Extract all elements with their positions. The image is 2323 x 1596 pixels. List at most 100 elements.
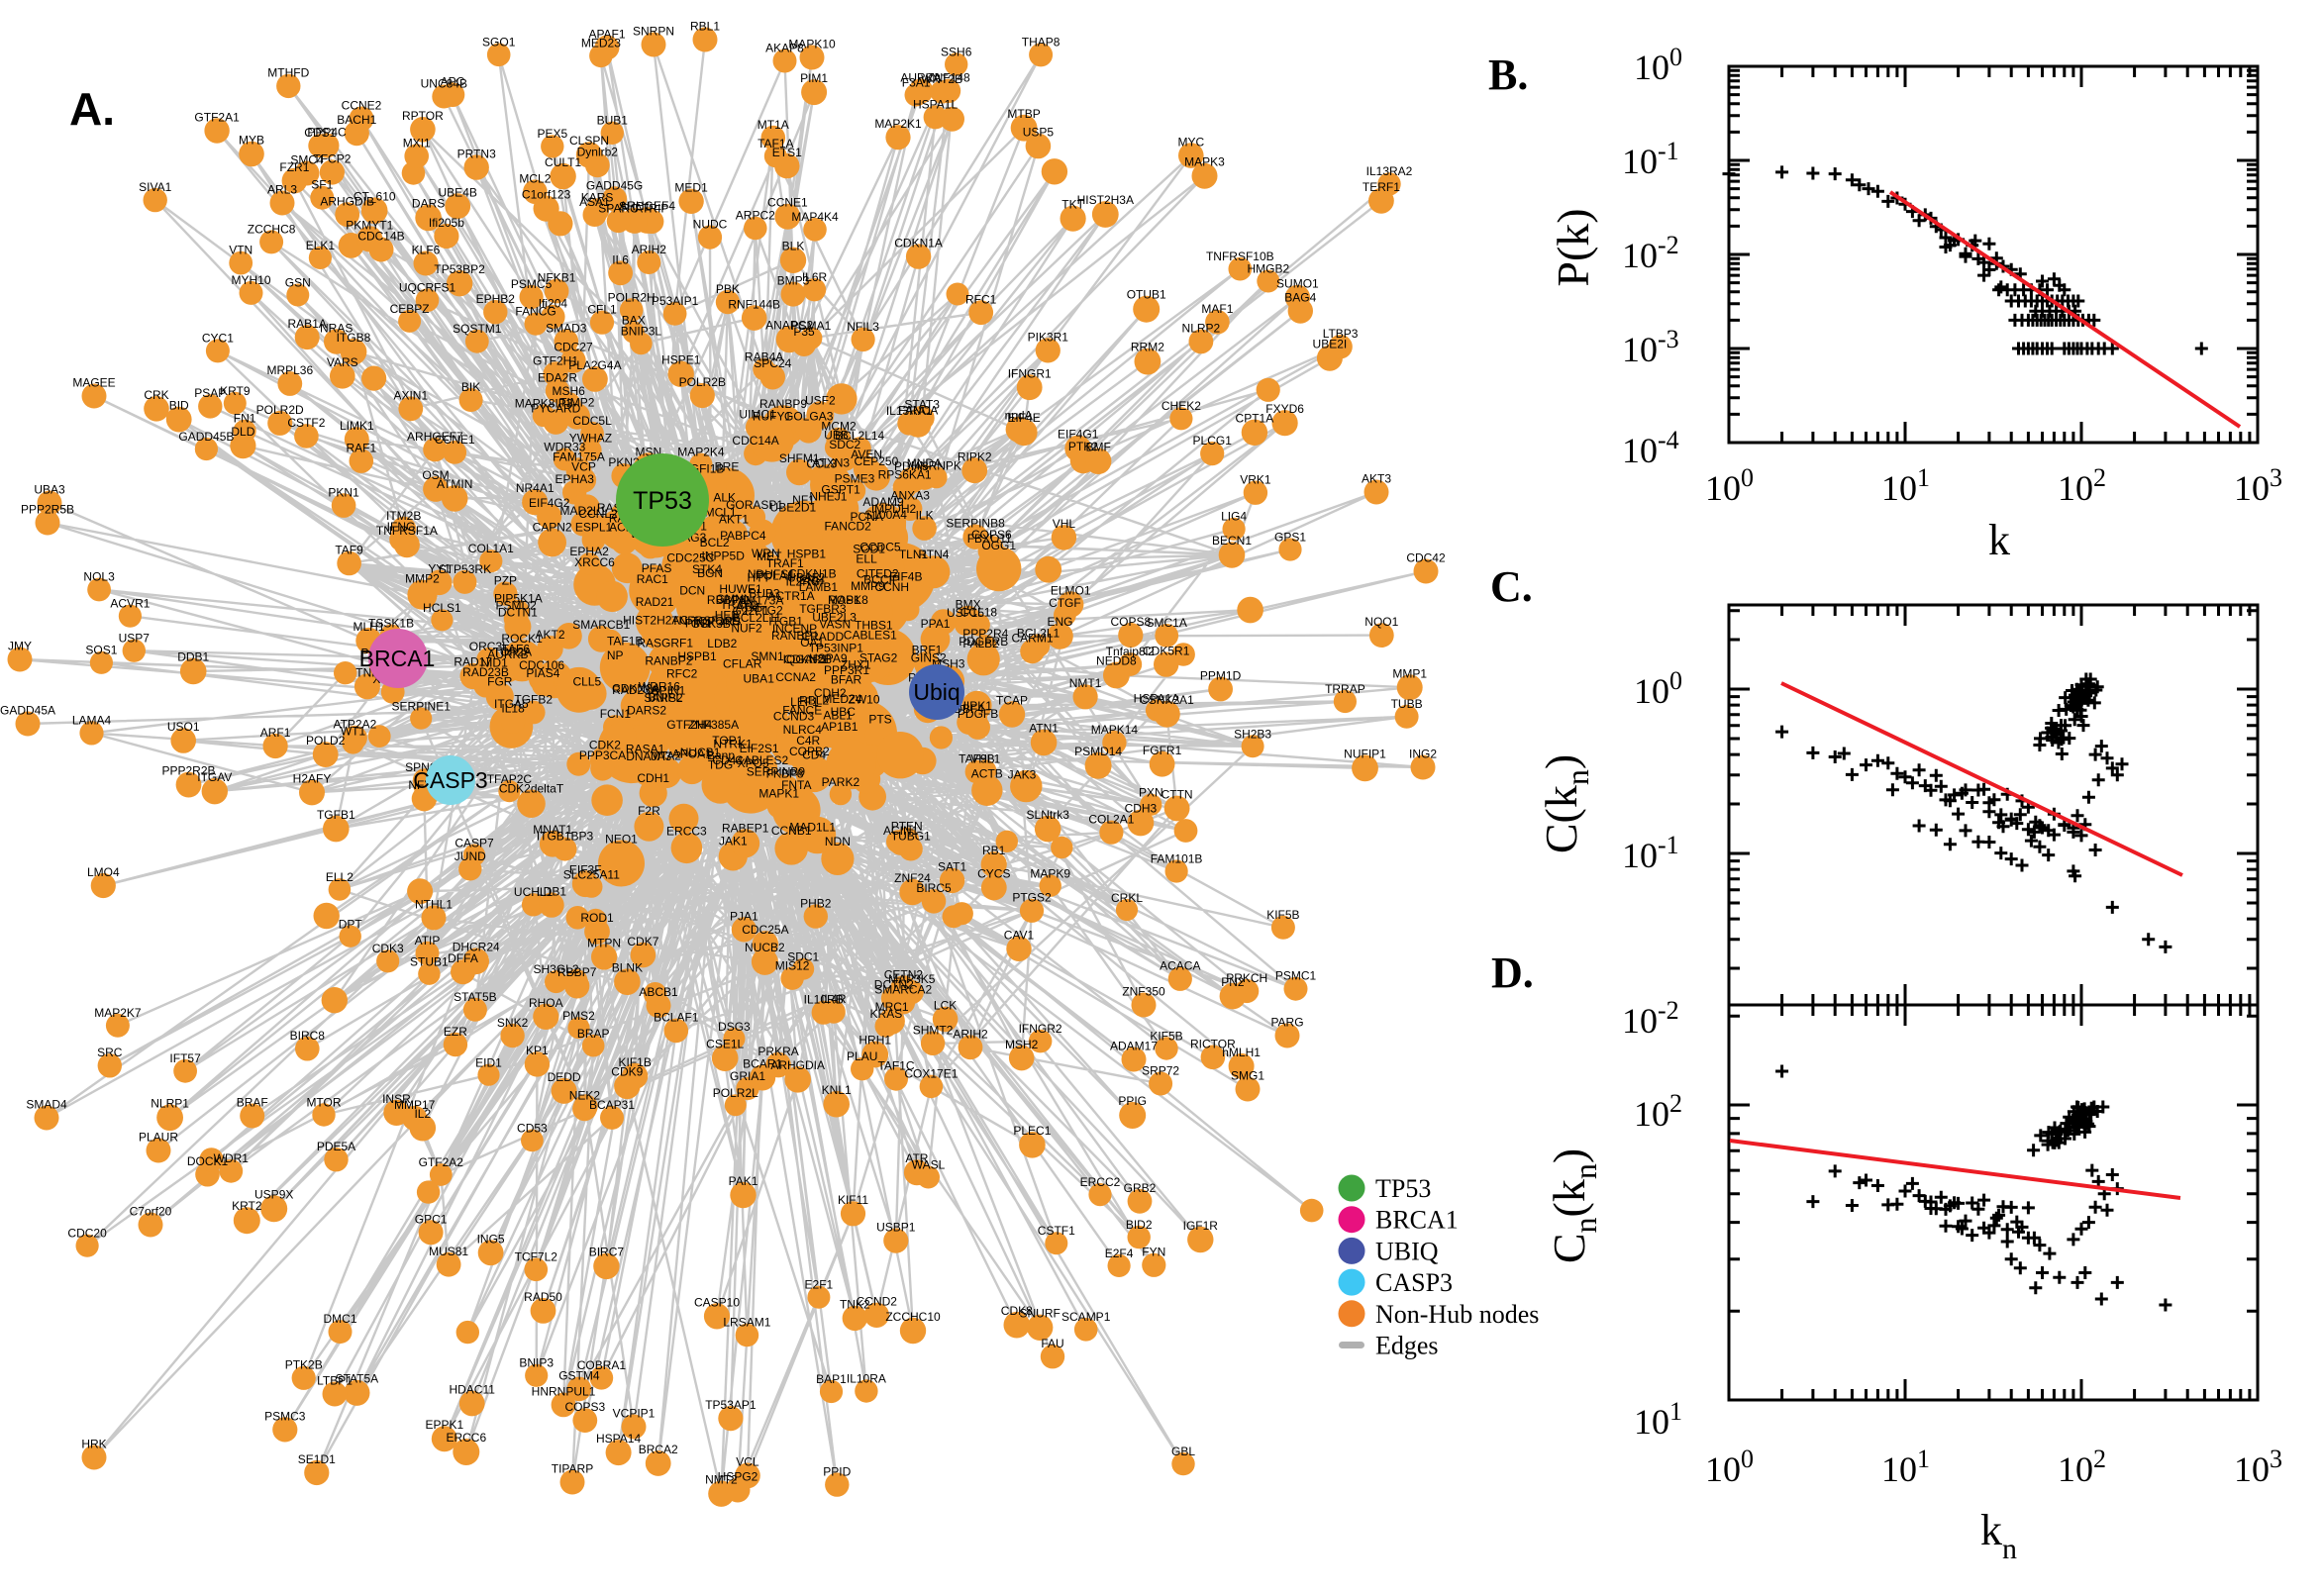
svg-text:HRK: HRK	[81, 1438, 106, 1451]
svg-text:PXN: PXN	[1139, 786, 1163, 800]
svg-text:ELMO1: ELMO1	[1051, 583, 1091, 597]
svg-text:NRAS: NRAS	[320, 321, 353, 335]
svg-text:ARHGDIA: ARHGDIA	[770, 1058, 825, 1072]
svg-text:PDGFB: PDGFB	[958, 707, 998, 721]
svg-text:NEK2: NEK2	[569, 1089, 601, 1103]
svg-text:UBE2I: UBE2I	[1313, 338, 1348, 351]
svg-text:ORC3L: ORC3L	[469, 640, 509, 653]
svg-text:APAF1: APAF1	[588, 28, 625, 42]
svg-text:APOA1: APOA1	[672, 748, 712, 761]
svg-text:BRF1: BRF1	[912, 644, 943, 657]
svg-text:PSMA1: PSMA1	[791, 319, 832, 333]
svg-text:IL4R: IL4R	[821, 992, 847, 1006]
svg-text:BECN1: BECN1	[1212, 534, 1252, 548]
svg-text:MYH10: MYH10	[231, 273, 270, 287]
svg-text:JUND: JUND	[454, 849, 486, 863]
svg-text:TDG: TDG	[708, 758, 733, 772]
svg-text:RASGRF1: RASGRF1	[637, 637, 693, 650]
svg-text:ZW10: ZW10	[848, 693, 879, 707]
svg-text:STP53RK: STP53RK	[439, 562, 491, 576]
svg-text:JMY: JMY	[8, 640, 32, 653]
svg-text:ARHGEF4: ARHGEF4	[619, 199, 675, 213]
svg-text:SPC24: SPC24	[754, 356, 791, 370]
svg-text:NHEJ1: NHEJ1	[809, 490, 847, 504]
svg-text:ELL: ELL	[856, 551, 877, 565]
svg-text:Dynlrb2: Dynlrb2	[577, 145, 619, 158]
svg-text:RFC1: RFC1	[965, 292, 997, 306]
svg-text:HNRNPUL1: HNRNPUL1	[532, 1385, 596, 1399]
svg-text:ITGAV: ITGAV	[197, 770, 232, 784]
svg-text:PSMD14: PSMD14	[1074, 745, 1122, 758]
svg-text:COPS3: COPS3	[564, 1400, 605, 1414]
svg-text:MCL1: MCL1	[705, 505, 737, 519]
svg-text:ENG: ENG	[1047, 615, 1072, 629]
svg-text:NTRK1: NTRK1	[713, 738, 753, 751]
svg-text:PHB2: PHB2	[800, 896, 832, 910]
svg-text:CASP7: CASP7	[454, 837, 494, 850]
svg-text:FGR: FGR	[487, 674, 513, 688]
svg-text:COPS6: COPS6	[971, 528, 1012, 542]
svg-text:PIP5K1A: PIP5K1A	[494, 592, 543, 606]
svg-text:UBA3: UBA3	[34, 483, 65, 497]
svg-text:CASP3: CASP3	[413, 767, 487, 793]
svg-text:MAD2L1: MAD2L1	[560, 504, 607, 518]
svg-text:C.: C.	[1490, 562, 1533, 611]
svg-text:TKT: TKT	[1061, 198, 1084, 212]
svg-text:CYC1: CYC1	[202, 331, 234, 345]
svg-text:COBRA1: COBRA1	[577, 1358, 627, 1372]
svg-text:ROD1: ROD1	[580, 911, 614, 925]
svg-text:PPP2R4: PPP2R4	[962, 627, 1008, 641]
svg-text:TAF9: TAF9	[335, 544, 363, 557]
svg-text:ROCK1: ROCK1	[501, 632, 543, 646]
svg-text:CEBPZ: CEBPZ	[390, 302, 430, 316]
svg-text:RAD23A: RAD23A	[612, 683, 658, 697]
svg-text:BIRC8: BIRC8	[290, 1029, 326, 1043]
svg-text:DBF4: DBF4	[954, 702, 984, 716]
svg-text:MMP1: MMP1	[1392, 666, 1427, 680]
svg-text:PSMC5: PSMC5	[511, 277, 553, 291]
svg-text:CD44: CD44	[712, 753, 743, 767]
svg-text:ERH: ERH	[799, 573, 824, 587]
svg-text:GMNN: GMNN	[716, 592, 753, 606]
svg-text:GADD45A: GADD45A	[0, 704, 55, 718]
svg-text:TFCP2: TFCP2	[313, 151, 351, 165]
svg-text:CRK: CRK	[144, 388, 168, 402]
svg-text:MTBP: MTBP	[1007, 107, 1040, 121]
svg-text:USF2: USF2	[805, 393, 836, 407]
svg-text:TIMP2: TIMP2	[559, 395, 595, 409]
svg-text:PDIA3: PDIA3	[894, 459, 929, 473]
svg-text:Ifi205b: Ifi205b	[429, 216, 464, 230]
svg-text:ADAM9: ADAM9	[862, 495, 904, 509]
svg-text:SMARCB1: SMARCB1	[572, 618, 630, 632]
svg-text:LMO4: LMO4	[87, 865, 120, 879]
svg-text:APC: APC	[441, 74, 465, 88]
svg-text:BMF: BMF	[1086, 441, 1111, 454]
svg-text:DMC1: DMC1	[323, 1312, 356, 1326]
svg-text:PLA2G4A: PLA2G4A	[568, 358, 621, 372]
svg-text:CDK2: CDK2	[589, 738, 621, 751]
svg-text:MAPK8: MAPK8	[828, 593, 868, 607]
svg-text:WRN: WRN	[752, 547, 780, 560]
svg-text:RBBP7: RBBP7	[557, 965, 597, 979]
svg-text:ARIH2: ARIH2	[953, 1027, 988, 1041]
svg-text:BCL2L11: BCL2L11	[733, 611, 781, 625]
svg-text:RPS6KA1: RPS6KA1	[878, 467, 932, 481]
svg-text:HSPA14: HSPA14	[596, 1432, 641, 1446]
svg-text:BRE: BRE	[715, 460, 740, 474]
svg-text:CCNE1: CCNE1	[767, 196, 808, 210]
svg-text:TAF1A: TAF1A	[758, 137, 793, 150]
svg-text:FGFR1: FGFR1	[1143, 744, 1182, 757]
svg-text:PPP3CA: PPP3CA	[579, 748, 626, 762]
svg-text:LIG4: LIG4	[1221, 510, 1247, 524]
svg-text:ARIH2: ARIH2	[632, 243, 667, 256]
svg-text:PSAP: PSAP	[194, 386, 226, 400]
svg-text:HTT: HTT	[748, 571, 771, 585]
svg-text:MAP3K5: MAP3K5	[888, 972, 936, 986]
svg-text:BNIP3L: BNIP3L	[621, 325, 662, 339]
svg-text:SLNtrk3: SLNtrk3	[1027, 808, 1070, 822]
svg-text:CD53: CD53	[517, 1122, 548, 1136]
svg-text:MSH2: MSH2	[1005, 1038, 1039, 1051]
svg-text:SMAD4: SMAD4	[26, 1098, 67, 1112]
svg-text:VCP: VCP	[571, 459, 596, 473]
svg-text:C(kn): C(kn)	[1536, 754, 1595, 853]
